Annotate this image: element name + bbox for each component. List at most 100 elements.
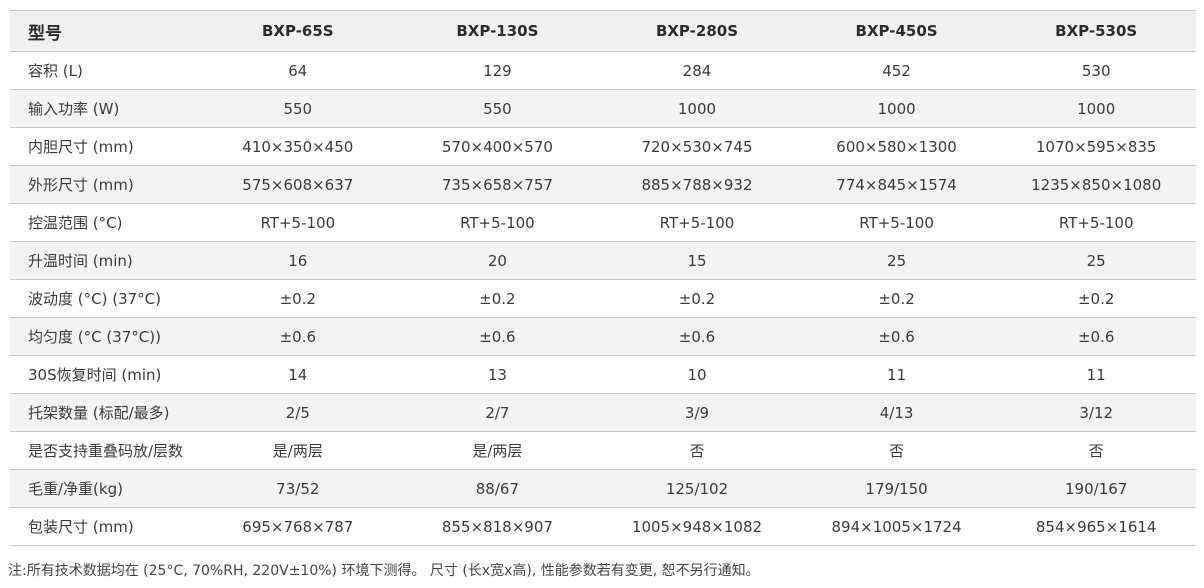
cell-value: ±0.2 [198, 279, 398, 318]
cell-value: ±0.2 [397, 279, 598, 318]
cell-value: ±0.6 [397, 317, 598, 356]
cell-value: RT+5-100 [397, 203, 598, 242]
cell-value: 1000 [597, 89, 797, 128]
cell-value: 1235×850×1080 [996, 165, 1196, 204]
cell-value: 11 [996, 355, 1196, 394]
cell-value: 885×788×932 [597, 165, 797, 204]
table-row: 控温范围 (°C) RT+5-100 RT+5-100 RT+5-100 RT+5-10… [10, 203, 1196, 242]
cell-value: 894×1005×1724 [796, 507, 997, 546]
cell-value: ±0.6 [996, 317, 1196, 356]
cell-value: 179/150 [796, 469, 997, 508]
cell-value: 1070×595×835 [996, 127, 1196, 166]
cell-value: 735×658×757 [397, 165, 598, 204]
cell-value: 410×350×450 [198, 127, 398, 166]
cell-value: 15 [597, 241, 797, 280]
cell-value: 13 [397, 355, 598, 394]
cell-value: RT+5-100 [198, 203, 398, 242]
cell-value: 452 [796, 51, 997, 90]
header-model-bxp-450s: BXP-450S [796, 10, 997, 52]
cell-value: 否 [597, 431, 797, 470]
cell-value: RT+5-100 [996, 203, 1196, 242]
cell-value: 20 [397, 241, 598, 280]
cell-value: 3/12 [996, 393, 1196, 432]
cell-value: 720×530×745 [597, 127, 797, 166]
cell-value: 570×400×570 [397, 127, 598, 166]
row-label: 升温时间 (min) [10, 241, 198, 280]
cell-value: ±0.2 [597, 279, 797, 318]
cell-value: ±0.6 [796, 317, 997, 356]
cell-value: 14 [198, 355, 398, 394]
row-label: 外形尺寸 (mm) [10, 165, 198, 204]
header-model-bxp-130s: BXP-130S [397, 10, 598, 52]
row-label: 波动度 (°C) (37°C) [10, 279, 198, 318]
cell-value: ±0.6 [597, 317, 797, 356]
cell-value: 125/102 [597, 469, 797, 508]
cell-value: 否 [996, 431, 1196, 470]
cell-value: 550 [198, 89, 398, 128]
cell-value: 10 [597, 355, 797, 394]
row-label: 内胆尺寸 (mm) [10, 127, 198, 166]
cell-value: 是/两层 [397, 431, 598, 470]
row-label: 是否支持重叠码放/层数 [10, 431, 198, 470]
spec-table: 型号 BXP-65S BXP-130S BXP-280S BXP-450S BX… [10, 10, 1196, 546]
cell-value: 600×580×1300 [796, 127, 997, 166]
row-label: 托架数量 (标配/最多) [10, 393, 198, 432]
footnote: 注:所有技术数据均在 (25°C, 70%RH, 220V±10%) 环境下测得… [8, 563, 760, 579]
row-label: 输入功率 (W) [10, 89, 198, 128]
cell-value: 2/5 [198, 393, 398, 432]
cell-value: 73/52 [198, 469, 398, 508]
cell-value: 否 [796, 431, 997, 470]
cell-value: 774×845×1574 [796, 165, 997, 204]
table-header-row: 型号 BXP-65S BXP-130S BXP-280S BXP-450S BX… [10, 10, 1196, 52]
row-label: 容积 (L) [10, 51, 198, 90]
row-label: 控温范围 (°C) [10, 203, 198, 242]
table-row: 波动度 (°C) (37°C) ±0.2 ±0.2 ±0.2 ±0.2 ±0.2 [10, 279, 1196, 318]
cell-value: ±0.2 [796, 279, 997, 318]
cell-value: 25 [996, 241, 1196, 280]
cell-value: 16 [198, 241, 398, 280]
cell-value: 是/两层 [198, 431, 398, 470]
cell-value: RT+5-100 [597, 203, 797, 242]
row-label: 30S恢复时间 (min) [10, 355, 198, 394]
cell-value: 1000 [796, 89, 997, 128]
cell-value: 695×768×787 [198, 507, 398, 546]
cell-value: ±0.2 [996, 279, 1196, 318]
cell-value: 4/13 [796, 393, 997, 432]
table-row: 升温时间 (min) 16 20 15 25 25 [10, 241, 1196, 280]
row-label: 毛重/净重(kg) [10, 469, 198, 508]
cell-value: RT+5-100 [796, 203, 997, 242]
cell-value: 284 [597, 51, 797, 90]
table-row: 均匀度 (°C (37°C)) ±0.6 ±0.6 ±0.6 ±0.6 ±0.6 [10, 317, 1196, 356]
header-label-model: 型号 [10, 10, 198, 52]
table-row: 是否支持重叠码放/层数 是/两层 是/两层否否否 [10, 431, 1196, 470]
cell-value: 25 [796, 241, 997, 280]
table-row: 包装尺寸 (mm) 695×768×787 855×818×907 1005×948×… [10, 507, 1196, 546]
table-row: 托架数量 (标配/最多) 2/5 2/7 3/9 4/13 3/12 [10, 393, 1196, 432]
table-row: 容积 (L) 64 129 284 452 530 [10, 51, 1196, 90]
cell-value: 129 [397, 51, 598, 90]
cell-value: 854×965×1614 [996, 507, 1196, 546]
cell-value: 1005×948×1082 [597, 507, 797, 546]
cell-value: 190/167 [996, 469, 1196, 508]
cell-value: ±0.6 [198, 317, 398, 356]
header-model-bxp-65s: BXP-65S [198, 10, 398, 52]
cell-value: 88/67 [397, 469, 598, 508]
table-row: 输入功率 (W) 550 550 1000 1000 1000 [10, 89, 1196, 128]
cell-value: 1000 [996, 89, 1196, 128]
cell-value: 3/9 [597, 393, 797, 432]
cell-value: 11 [796, 355, 997, 394]
cell-value: 575×608×637 [198, 165, 398, 204]
cell-value: 530 [996, 51, 1196, 90]
header-model-bxp-280s: BXP-280S [597, 10, 797, 52]
cell-value: 64 [198, 51, 398, 90]
cell-value: 2/7 [397, 393, 598, 432]
row-label: 包装尺寸 (mm) [10, 507, 198, 546]
table-row: 毛重/净重(kg) 73/52 88/67 125/102 179/150 190/167 [10, 469, 1196, 508]
cell-value: 550 [397, 89, 598, 128]
table-row: 内胆尺寸 (mm) 410×350×450 570×400×570 720×530×7… [10, 127, 1196, 166]
header-model-bxp-530s: BXP-530S [996, 10, 1196, 52]
cell-value: 855×818×907 [397, 507, 598, 546]
row-label: 均匀度 (°C (37°C)) [10, 317, 198, 356]
table-row: 30S恢复时间 (min) 14 13 10 11 11 [10, 355, 1196, 394]
